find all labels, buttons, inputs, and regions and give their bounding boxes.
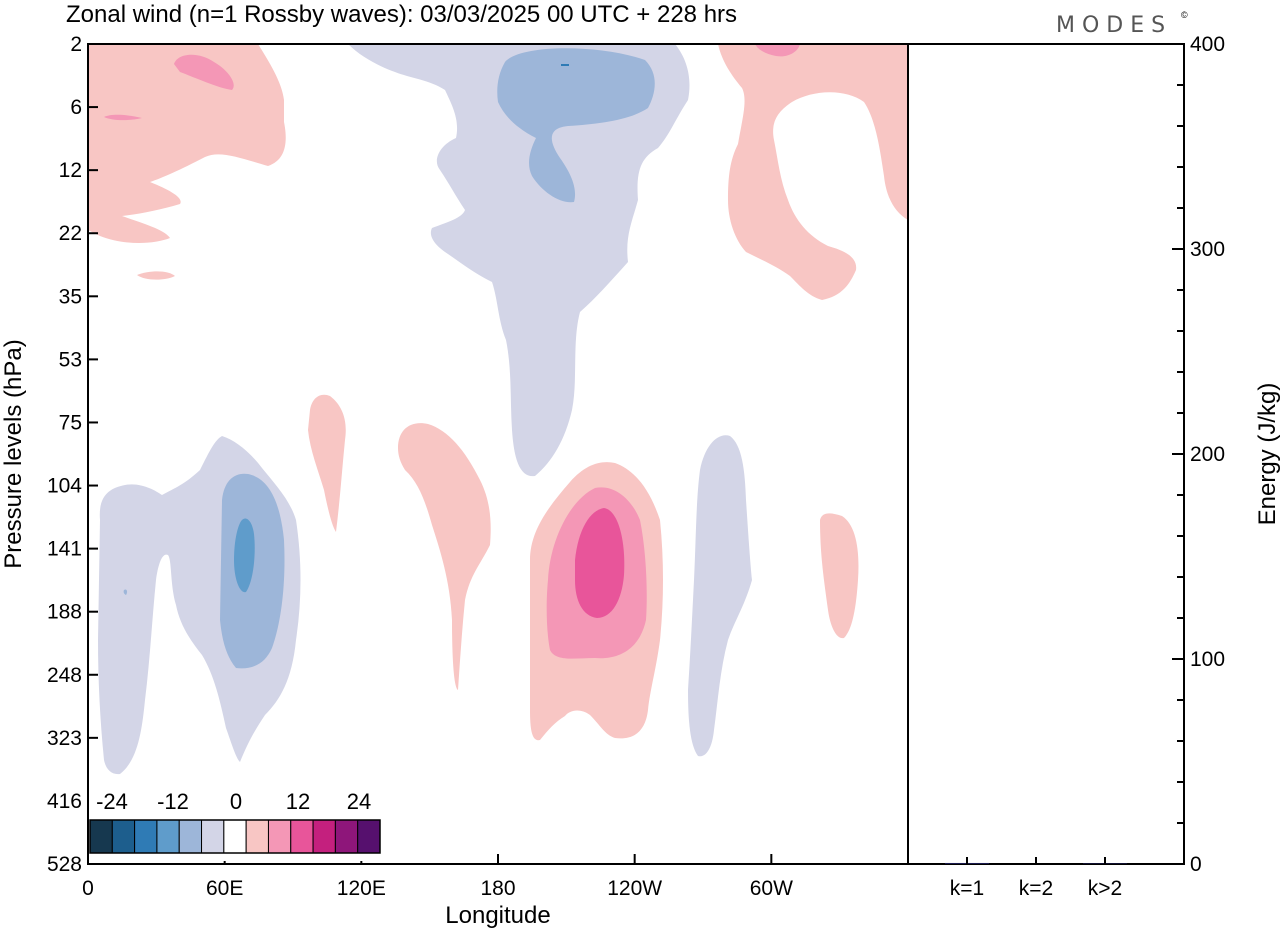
- colorbar-swatch: [89, 819, 113, 854]
- colorbar-swatch: [156, 819, 180, 854]
- contour-positive-3-centre-right: [575, 508, 625, 618]
- contour-positive-1-mid-left-lobe: [308, 394, 346, 532]
- x-axis-title: Longitude: [445, 902, 550, 929]
- contour-negative-1-right-lobe: [688, 435, 752, 757]
- energy-tick-label: 0: [1190, 853, 1202, 876]
- colorbar-swatch: [267, 819, 292, 854]
- y-tick-label: 22: [59, 222, 82, 245]
- contour-negative-3-lower-left: [234, 518, 255, 593]
- x-tick-label: 0: [82, 877, 94, 900]
- contour-field: [88, 44, 908, 775]
- colorbar-swatch: [134, 819, 158, 854]
- colorbar-swatch: [111, 819, 136, 854]
- y-tick-label: 528: [47, 853, 82, 876]
- y-tick-label: 2: [70, 33, 82, 56]
- y-tick-label: 75: [59, 411, 82, 434]
- colorbar-swatch: [290, 819, 314, 854]
- energy-category-label: k=1: [950, 877, 984, 900]
- colorbar-swatch: [357, 819, 381, 854]
- colorbar-swatch: [223, 819, 247, 854]
- colorbar-tick-label: -24: [96, 789, 128, 814]
- energy-axis-ticks: 0 100 200 300 400: [1172, 33, 1225, 876]
- contour-negative-3-dot: [561, 64, 569, 66]
- x-tick-label: 60W: [750, 877, 793, 900]
- y-tick-label: 12: [59, 159, 82, 182]
- contour-positive-1-small-upper-left: [137, 271, 175, 280]
- colorbar-tick-label: 0: [230, 789, 242, 814]
- x-tick-label: 120W: [607, 877, 662, 900]
- contour-positive-2-tiny-upper-left: [104, 114, 142, 121]
- energy-category-label: k>2: [1088, 877, 1122, 900]
- contour-positive-1-upper-left: [88, 44, 286, 243]
- colorbar-swatch: [178, 819, 203, 854]
- energy-category-label: k=2: [1019, 877, 1053, 900]
- colorbar: [89, 819, 381, 854]
- contour-positive-2-upper-right: [755, 44, 800, 57]
- contour-positive-1-upper-right: [718, 44, 908, 300]
- x-tick-label: 60E: [206, 877, 243, 900]
- modes-logo: MODES: [1056, 13, 1172, 38]
- colorbar-tick-label: 24: [347, 789, 371, 814]
- energy-tick-label: 300: [1190, 238, 1225, 261]
- contour-positive-1-mid-centre-lobe: [398, 423, 491, 690]
- y-tick-label: 104: [47, 475, 82, 498]
- energy-tick-label: 200: [1190, 443, 1225, 466]
- colorbar-swatch: [201, 819, 225, 854]
- logo-copyright-mark: ©: [1181, 10, 1188, 20]
- energy-tick-label: 400: [1190, 33, 1225, 56]
- y-tick-label: 35: [59, 285, 82, 308]
- y-tick-label: 416: [47, 790, 82, 813]
- energy-categories: k=1 k=2 k>2: [945, 857, 1127, 900]
- contour-positive-2-upper-left: [174, 54, 234, 90]
- colorbar-labels: -24 -12 0 12 24: [96, 789, 371, 814]
- y-axis-ticks: 2 6 12 22 35 53 75 104 141 188 248 323 416 528: [47, 33, 98, 876]
- colorbar-swatch: [334, 819, 359, 854]
- x-tick-label: 180: [480, 877, 515, 900]
- y-tick-label: 53: [59, 348, 82, 371]
- y-tick-label: 141: [47, 538, 82, 561]
- colorbar-frame: [89, 819, 381, 854]
- colorbar-tick-label: 12: [286, 789, 310, 814]
- x-tick-label: 120E: [337, 877, 386, 900]
- contour-negative-2-tiny: [123, 589, 128, 595]
- contour-negative-1-upper-centre: [348, 44, 690, 477]
- colorbar-tick-label: -12: [157, 789, 189, 814]
- energy-axis-title: Energy (J/kg): [1254, 383, 1280, 526]
- colorbar-swatch: [245, 819, 269, 854]
- colorbar-swatch: [312, 819, 336, 854]
- y-tick-label: 248: [47, 664, 82, 687]
- y-tick-label: 188: [47, 601, 82, 624]
- contour-negative-2-upper-centre: [497, 48, 655, 203]
- x-axis-ticks: 0 60E 120E 180 120W 60W: [82, 854, 793, 900]
- y-tick-label: 6: [70, 96, 82, 119]
- chart-title: Zonal wind (n=1 Rossby waves): 03/03/202…: [66, 1, 737, 28]
- y-tick-label: 323: [47, 727, 82, 750]
- energy-tick-label: 100: [1190, 648, 1225, 671]
- y-axis-title: Pressure levels (hPa): [0, 339, 27, 568]
- contour-positive-1-far-right-lobe: [820, 513, 859, 639]
